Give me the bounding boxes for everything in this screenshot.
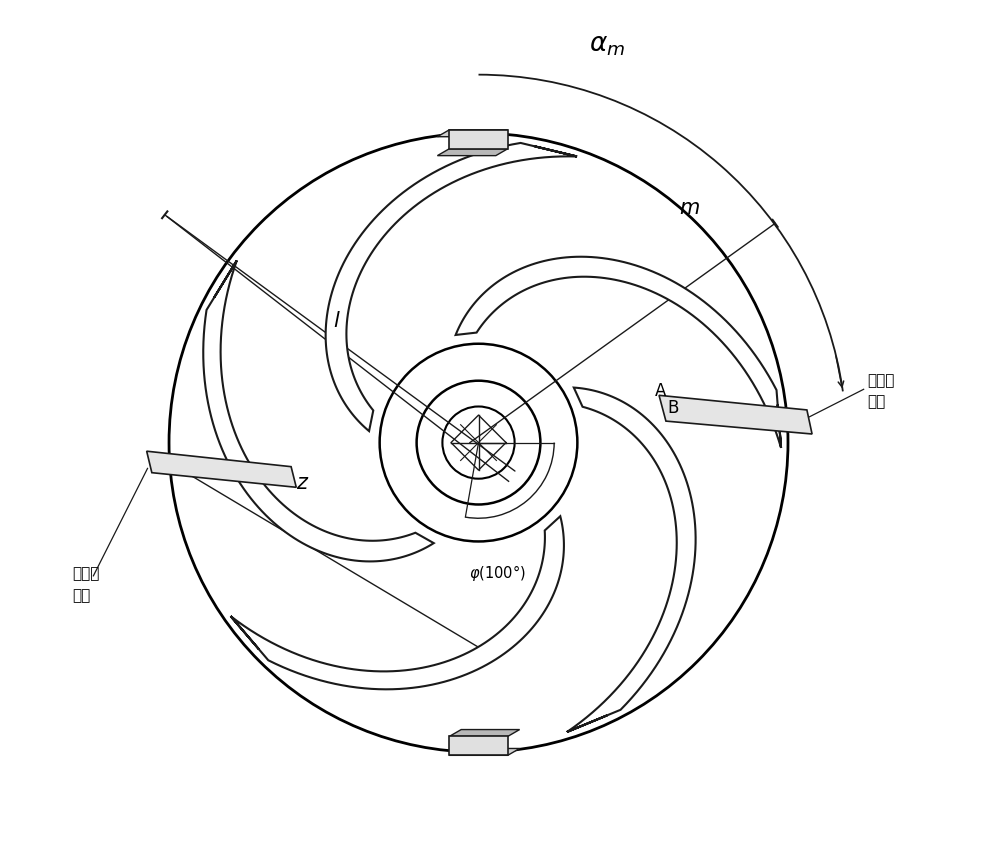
- Text: $z$: $z$: [296, 474, 309, 493]
- Polygon shape: [147, 451, 296, 487]
- Polygon shape: [449, 130, 508, 148]
- Polygon shape: [326, 143, 577, 431]
- Text: 出口边: 出口边: [73, 566, 100, 581]
- Polygon shape: [456, 257, 781, 448]
- Polygon shape: [449, 748, 520, 755]
- Polygon shape: [659, 395, 812, 434]
- Text: $\alpha_{m}$: $\alpha_{m}$: [589, 33, 626, 58]
- Polygon shape: [203, 260, 434, 562]
- Polygon shape: [437, 130, 508, 137]
- Polygon shape: [449, 729, 520, 736]
- Polygon shape: [567, 388, 696, 732]
- Text: A: A: [655, 382, 666, 400]
- Text: 轴面: 轴面: [73, 589, 91, 603]
- Polygon shape: [449, 736, 508, 755]
- Text: $l$: $l$: [333, 311, 341, 331]
- Polygon shape: [437, 148, 508, 155]
- Text: B: B: [667, 399, 678, 418]
- Text: 轴面: 轴面: [867, 394, 885, 409]
- Text: $m$: $m$: [679, 200, 700, 218]
- Text: 出口边: 出口边: [867, 373, 894, 388]
- Polygon shape: [231, 516, 564, 689]
- Text: $\varphi(100°)$: $\varphi(100°)$: [469, 563, 526, 583]
